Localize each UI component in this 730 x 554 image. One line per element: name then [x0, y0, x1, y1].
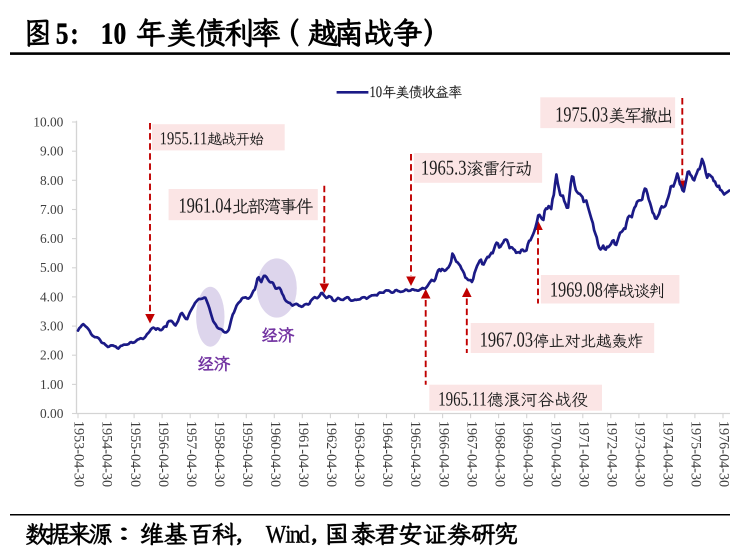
- svg-text:1969-04-30: 1969-04-30: [519, 421, 535, 487]
- svg-text:1973-04-30: 1973-04-30: [632, 421, 648, 487]
- svg-text:1971-04-30: 1971-04-30: [576, 421, 592, 487]
- svg-text:1957-04-30: 1957-04-30: [183, 421, 199, 487]
- svg-text:1966-04-30: 1966-04-30: [435, 421, 451, 487]
- svg-text:1960-04-30: 1960-04-30: [267, 421, 283, 487]
- svg-text:1962-04-30: 1962-04-30: [323, 421, 339, 487]
- svg-text:8.00: 8.00: [40, 173, 64, 188]
- svg-text:1974-04-30: 1974-04-30: [660, 421, 676, 487]
- svg-text:1958-04-30: 1958-04-30: [211, 421, 227, 487]
- svg-text:1954-04-30: 1954-04-30: [99, 421, 115, 487]
- svg-text:6.00: 6.00: [40, 231, 64, 246]
- svg-text:1975-04-30: 1975-04-30: [688, 421, 704, 487]
- svg-text:1956-04-30: 1956-04-30: [155, 421, 171, 487]
- svg-text:0.00: 0.00: [40, 406, 64, 421]
- svg-text:1953-04-30: 1953-04-30: [71, 421, 87, 487]
- svg-text:9.00: 9.00: [40, 144, 64, 159]
- svg-text:1959-04-30: 1959-04-30: [239, 421, 255, 487]
- svg-text:4.00: 4.00: [40, 289, 64, 304]
- svg-text:1963-04-30: 1963-04-30: [351, 421, 367, 487]
- svg-text:7.00: 7.00: [40, 202, 64, 217]
- svg-text:10.00: 10.00: [33, 115, 63, 130]
- svg-text:1.00: 1.00: [40, 377, 64, 392]
- svg-text:1972-04-30: 1972-04-30: [604, 421, 620, 487]
- svg-text:1965-04-30: 1965-04-30: [407, 421, 423, 487]
- svg-text:1961-04-30: 1961-04-30: [295, 421, 311, 487]
- svg-text:1964-04-30: 1964-04-30: [379, 421, 395, 487]
- svg-text:5.00: 5.00: [40, 260, 64, 275]
- svg-text:1968-04-30: 1968-04-30: [491, 421, 507, 487]
- svg-text:1967-04-30: 1967-04-30: [463, 421, 479, 487]
- svg-text:2.00: 2.00: [40, 348, 64, 363]
- svg-text:1970-04-30: 1970-04-30: [547, 421, 563, 487]
- svg-text:1976-04-30: 1976-04-30: [716, 421, 730, 487]
- svg-text:3.00: 3.00: [40, 319, 64, 334]
- svg-text:1955-04-30: 1955-04-30: [127, 421, 143, 487]
